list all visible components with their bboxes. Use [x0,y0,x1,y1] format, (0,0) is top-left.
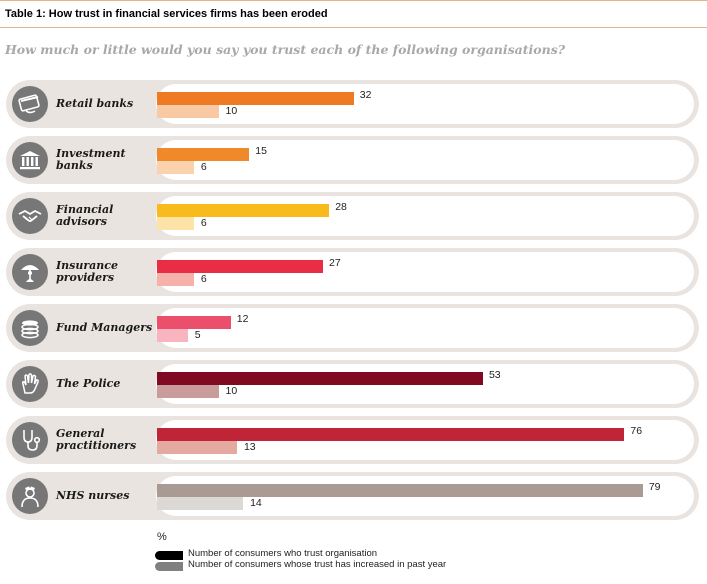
top-rule [0,0,707,1]
bar-trust-the-police [157,372,483,385]
value-label-increase-nhs-nurses: 14 [250,497,262,509]
bar-track [156,308,694,348]
coin-stack-icon [12,310,48,346]
bar-increase-fund-managers [157,329,188,342]
credit-card-icon [12,86,48,122]
category-label-fund-managers: Fund Managers [56,321,153,334]
value-label-increase-retail-banks: 10 [225,105,238,117]
chart-row-fund-managers: Fund Managers [6,304,699,352]
category-label-retail-banks: Retail banks [56,97,134,110]
category-label-the-police: The Police [56,377,121,390]
chart-row-investment-banks: Investment banks [6,136,699,184]
bar-increase-retail-banks [157,105,219,118]
survey-question: How much or little would you say you tru… [5,42,566,57]
title-rule [0,27,707,28]
nurse-icon [12,478,48,514]
bar-trust-retail-banks [157,92,354,105]
bar-trust-fund-managers [157,316,231,329]
value-label-increase-fund-managers: 5 [194,329,201,341]
value-label-increase-investment-banks: 6 [200,161,207,173]
bar-trust-general-practitioners [157,428,625,441]
bar-trust-financial-advisors [157,204,330,217]
bar-trust-investment-banks [157,148,250,161]
bank-building-icon [12,142,48,178]
legend-label-trust: Number of consumers who trust organisati… [188,548,378,559]
category-label-financial-advisors: Financial advisors [56,203,114,228]
bar-increase-financial-advisors [157,217,194,230]
category-label-general-practitioners: General practitioners [56,427,137,452]
value-label-trust-fund-managers: 12 [236,313,249,325]
value-label-increase-financial-advisors: 6 [200,217,207,229]
stethoscope-icon [12,422,48,458]
value-label-trust-insurance-providers: 27 [329,257,341,269]
value-label-increase-the-police: 10 [225,385,238,397]
table-title: Table 1: How trust in financial services… [5,8,328,20]
chart-row-insurance-providers: Insurance providers [6,248,699,296]
umbrella-person-icon [12,254,48,290]
value-label-trust-nhs-nurses: 79 [648,481,661,493]
category-label-nhs-nurses: NHS nurses [56,489,130,502]
category-label-investment-banks: Investment banks [56,147,126,172]
value-label-trust-the-police: 53 [488,369,501,381]
value-label-increase-general-practitioners: 13 [243,441,256,453]
category-label-insurance-providers: Insurance providers [56,259,118,284]
legend-swatch-increase [155,562,183,571]
bar-trust-nhs-nurses [157,484,643,497]
value-label-trust-financial-advisors: 28 [335,201,347,213]
bar-increase-nhs-nurses [157,497,244,510]
handshake-icon [12,198,48,234]
bar-increase-investment-banks [157,161,194,174]
legend-label-increase: Number of consumers whose trust has incr… [188,559,447,570]
value-label-trust-investment-banks: 15 [255,145,267,157]
value-label-trust-retail-banks: 32 [359,89,372,101]
bar-increase-the-police [157,385,219,398]
value-label-trust-general-practitioners: 76 [630,425,643,437]
chart-row-financial-advisors: Financial advisors [6,192,699,240]
bar-trust-insurance-providers [157,260,324,273]
bar-increase-general-practitioners [157,441,237,454]
legend-swatch-trust [155,551,183,560]
hand-icon [12,366,48,402]
unit-label: % [157,531,167,543]
value-label-increase-insurance-providers: 6 [200,273,207,285]
bar-increase-insurance-providers [157,273,194,286]
